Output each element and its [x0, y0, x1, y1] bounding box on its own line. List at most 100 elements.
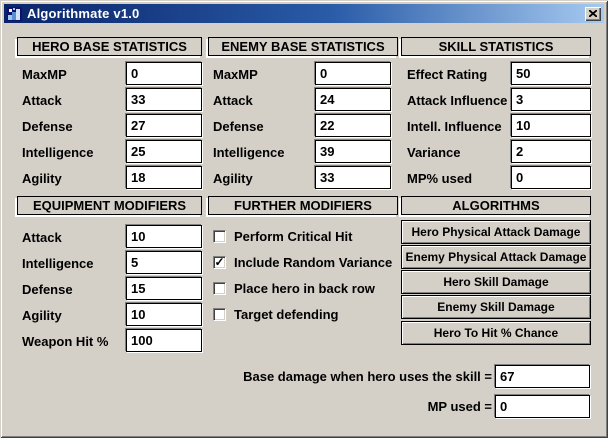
stat-row: Intelligence	[208, 140, 398, 163]
perform-critical-hit-checkbox[interactable]	[213, 230, 226, 243]
place-hero-back-row-checkbox[interactable]	[213, 282, 226, 295]
stat-row: MaxMP	[208, 62, 398, 85]
enemy-base-statistics-header: ENEMY BASE STATISTICS	[208, 37, 398, 56]
skill-attack-influence-input[interactable]	[511, 88, 591, 111]
hero-to-hit-chance-button[interactable]: Hero To Hit % Chance	[401, 321, 591, 345]
further-modifiers-panel: FURTHER MODIFIERS Perform Critical Hit ✓…	[208, 196, 398, 331]
enemy-maxmp-input[interactable]	[315, 62, 391, 85]
enemy-base-statistics-panel: ENEMY BASE STATISTICS MaxMP Attack Defen…	[208, 37, 398, 192]
skill-effect-rating-label: Effect Rating	[407, 67, 488, 82]
skill-effect-rating-input[interactable]	[511, 62, 591, 85]
stat-row: Attack	[208, 88, 398, 111]
hero-defense-input[interactable]	[126, 114, 202, 137]
enemy-intelligence-input[interactable]	[315, 140, 391, 163]
skill-intell-influence-input[interactable]	[511, 114, 591, 137]
mp-used-output[interactable]	[495, 395, 590, 418]
stat-row: Weapon Hit %	[17, 329, 202, 352]
skill-intell-influence-label: Intell. Influence	[407, 119, 502, 134]
equipment-modifiers-header: EQUIPMENT MODIFIERS	[17, 196, 202, 215]
hero-attack-label: Attack	[22, 93, 62, 108]
target-defending-label: Target defending	[234, 307, 339, 322]
enemy-intelligence-label: Intelligence	[213, 145, 285, 160]
window-title: Algorithmate v1.0	[27, 6, 140, 21]
enemy-agility-input[interactable]	[315, 166, 391, 189]
further-modifiers-header: FURTHER MODIFIERS	[208, 196, 398, 215]
skill-variance-label: Variance	[407, 145, 461, 160]
equip-weapon-hit-label: Weapon Hit %	[22, 334, 109, 349]
stat-row: Effect Rating	[401, 62, 591, 85]
target-defending-checkbox[interactable]	[213, 308, 226, 321]
stat-row: Variance	[401, 140, 591, 163]
stat-row: MaxMP	[17, 62, 202, 85]
equip-weapon-hit-input[interactable]	[126, 329, 202, 352]
equip-agility-input[interactable]	[126, 303, 202, 326]
stat-row: Defense	[208, 114, 398, 137]
stat-row: Attack	[17, 225, 202, 248]
checkbox-row: Place hero in back row	[213, 281, 398, 296]
app-icon	[7, 6, 22, 21]
equip-attack-input[interactable]	[126, 225, 202, 248]
stat-row: Intell. Influence	[401, 114, 591, 137]
hero-agility-label: Agility	[22, 171, 62, 186]
mp-used-result-row: MP used =	[0, 395, 590, 418]
skill-attack-influence-label: Attack Influence	[407, 93, 508, 108]
perform-critical-hit-label: Perform Critical Hit	[234, 229, 353, 244]
hero-maxmp-label: MaxMP	[22, 67, 67, 82]
base-damage-output[interactable]	[495, 365, 590, 388]
close-button[interactable]	[585, 6, 601, 21]
algorithms-panel: ALGORITHMS Hero Physical Attack Damage E…	[401, 196, 591, 348]
hero-physical-attack-damage-button[interactable]: Hero Physical Attack Damage	[401, 220, 591, 244]
stat-row: Attack Influence	[401, 88, 591, 111]
enemy-defense-label: Defense	[213, 119, 264, 134]
algorithms-header: ALGORITHMS	[401, 196, 591, 215]
skill-mp-used-input[interactable]	[511, 166, 591, 189]
hero-base-statistics-panel: HERO BASE STATISTICS MaxMP Attack Defens…	[17, 37, 202, 192]
stat-row: Attack	[17, 88, 202, 111]
skill-mp-used-label: MP% used	[407, 171, 473, 186]
base-damage-result-row: Base damage when hero uses the skill =	[0, 365, 590, 388]
equip-defense-input[interactable]	[126, 277, 202, 300]
checkbox-row: Target defending	[213, 307, 398, 322]
mp-used-label: MP used =	[427, 399, 492, 414]
hero-maxmp-input[interactable]	[126, 62, 202, 85]
skill-variance-input[interactable]	[511, 140, 591, 163]
stat-row: Defense	[17, 114, 202, 137]
enemy-attack-input[interactable]	[315, 88, 391, 111]
stat-row: Defense	[17, 277, 202, 300]
equip-intelligence-label: Intelligence	[22, 256, 94, 271]
stat-row: Agility	[17, 303, 202, 326]
stat-row: Agility	[17, 166, 202, 189]
enemy-physical-attack-damage-button[interactable]: Enemy Physical Attack Damage	[401, 245, 591, 269]
stat-row: Intelligence	[17, 140, 202, 163]
include-random-variance-label: Include Random Variance	[234, 255, 393, 270]
equipment-modifiers-panel: EQUIPMENT MODIFIERS Attack Intelligence …	[17, 196, 202, 358]
close-icon	[589, 10, 597, 17]
checkmark-icon: ✓	[214, 254, 225, 269]
hero-attack-input[interactable]	[126, 88, 202, 111]
equip-intelligence-input[interactable]	[126, 251, 202, 274]
base-damage-label: Base damage when hero uses the skill =	[243, 369, 492, 384]
stat-row: MP% used	[401, 166, 591, 189]
checkbox-row: ✓ Include Random Variance	[213, 255, 398, 270]
hero-agility-input[interactable]	[126, 166, 202, 189]
hero-skill-damage-button[interactable]: Hero Skill Damage	[401, 270, 591, 294]
enemy-maxmp-label: MaxMP	[213, 67, 258, 82]
enemy-skill-damage-button[interactable]: Enemy Skill Damage	[401, 295, 591, 319]
hero-base-statistics-header: HERO BASE STATISTICS	[17, 37, 202, 56]
place-hero-back-row-label: Place hero in back row	[234, 281, 375, 296]
equip-agility-label: Agility	[22, 308, 62, 323]
include-random-variance-checkbox[interactable]: ✓	[213, 256, 226, 269]
enemy-attack-label: Attack	[213, 93, 253, 108]
stat-row: Intelligence	[17, 251, 202, 274]
equip-defense-label: Defense	[22, 282, 73, 297]
hero-intelligence-input[interactable]	[126, 140, 202, 163]
skill-statistics-panel: SKILL STATISTICS Effect Rating Attack In…	[401, 37, 591, 192]
enemy-defense-input[interactable]	[315, 114, 391, 137]
hero-defense-label: Defense	[22, 119, 73, 134]
hero-intelligence-label: Intelligence	[22, 145, 94, 160]
skill-statistics-header: SKILL STATISTICS	[401, 37, 591, 56]
checkbox-row: Perform Critical Hit	[213, 229, 398, 244]
stat-row: Agility	[208, 166, 398, 189]
titlebar[interactable]: Algorithmate v1.0	[4, 4, 604, 23]
equip-attack-label: Attack	[22, 230, 62, 245]
